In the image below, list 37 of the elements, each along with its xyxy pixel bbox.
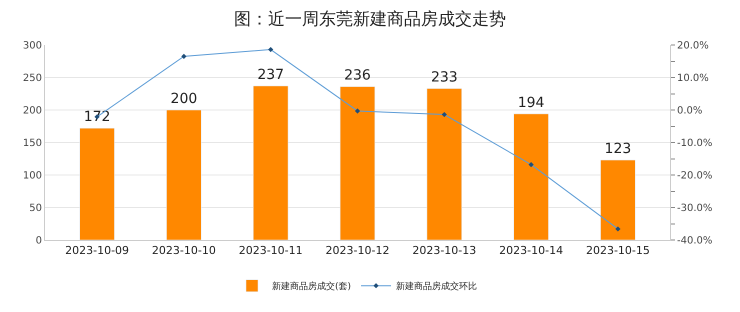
y2-tick-label: 0.0% xyxy=(677,106,702,116)
legend-label: 新建商品房成交(套) xyxy=(272,281,352,292)
data-label: 194 xyxy=(518,94,545,111)
y-tick-label: 50 xyxy=(29,203,42,214)
y-tick-label: 100 xyxy=(22,170,42,182)
y2-tick-label: 10.0% xyxy=(677,73,709,84)
data-label: 233 xyxy=(430,70,458,86)
y2-tick-label: -10.0% xyxy=(677,138,712,149)
x-tick-label: 2023-10-12 xyxy=(326,244,390,258)
chart-title: 图：近一周东莞新建商品房成交走势 xyxy=(234,9,506,30)
data-label: 123 xyxy=(604,141,632,158)
bar xyxy=(253,86,288,240)
legend-label: 新建商品房成交环比 xyxy=(396,281,478,292)
y-tick-label: 150 xyxy=(22,138,42,149)
y2-tick-label: -20.0% xyxy=(677,170,712,182)
y-tick-label: 300 xyxy=(22,40,42,52)
y2-tick-label: -30.0% xyxy=(677,203,712,214)
x-tick-label: 2023-10-13 xyxy=(412,244,476,258)
y2-tick-label: 20.0% xyxy=(677,40,709,52)
bar xyxy=(166,110,202,240)
x-tick-label: 2023-10-10 xyxy=(152,244,216,258)
x-tick-label: 2023-10-14 xyxy=(499,244,564,258)
x-tick-label: 2023-10-09 xyxy=(65,244,130,258)
y-tick-label: 0 xyxy=(36,236,42,246)
bar xyxy=(514,114,549,240)
y-tick-label: 250 xyxy=(22,73,42,84)
bar xyxy=(600,160,636,240)
bar xyxy=(79,128,115,240)
y2-tick-label: -40.0% xyxy=(677,236,712,246)
bar xyxy=(340,86,376,240)
data-label: 200 xyxy=(170,91,198,107)
data-label: 236 xyxy=(344,68,371,84)
y-tick-label: 200 xyxy=(22,106,42,116)
bar xyxy=(426,88,462,240)
x-tick-label: 2023-10-15 xyxy=(586,244,650,258)
data-label: 237 xyxy=(257,66,284,83)
x-tick-label: 2023-10-11 xyxy=(238,244,303,258)
